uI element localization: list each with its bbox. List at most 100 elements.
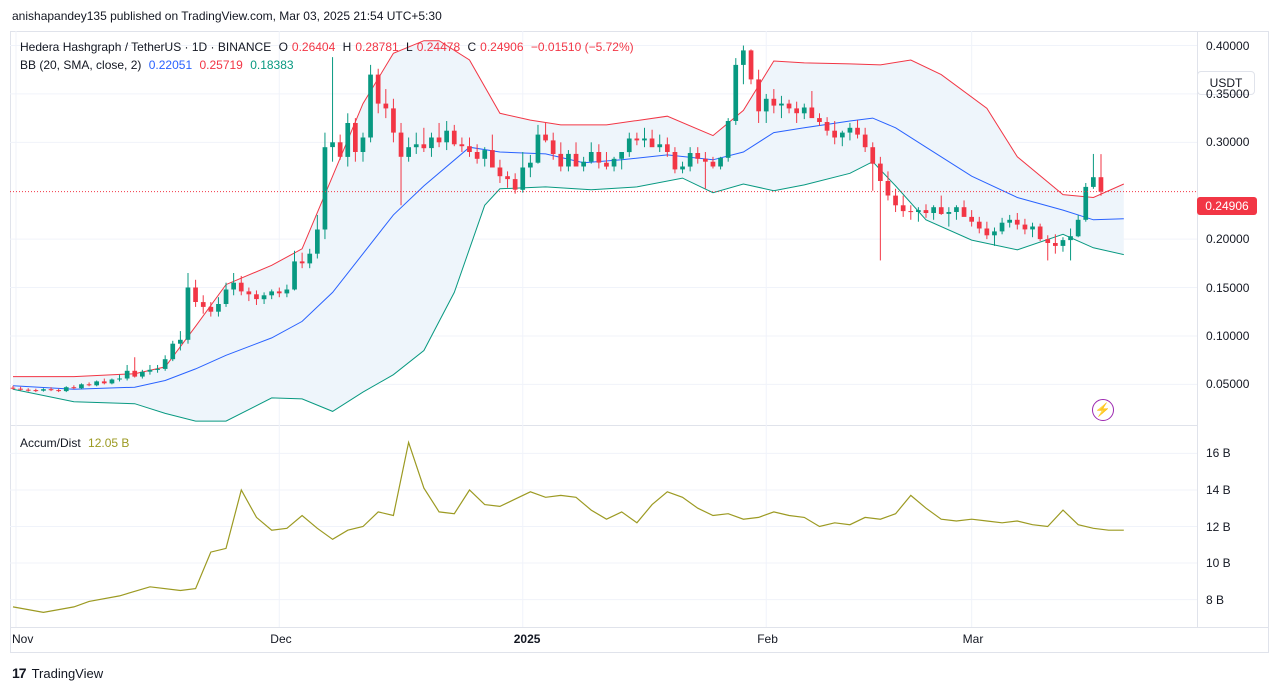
candle-body — [695, 153, 701, 159]
candle-body — [459, 144, 465, 147]
candle — [611, 156, 617, 172]
candle — [992, 227, 997, 246]
candle-body — [741, 50, 746, 65]
candle-body — [1014, 219, 1020, 225]
candle-body — [315, 229, 320, 254]
candle — [725, 118, 731, 162]
candle — [976, 216, 982, 234]
ad-legend[interactable]: Accum/Dist 12.05 B — [20, 436, 133, 450]
candle-body — [581, 161, 586, 167]
candle-body — [79, 384, 84, 389]
candle — [337, 134, 343, 160]
ad-axis-label: 16 B — [1206, 446, 1231, 461]
bb-basis-value: 0.22051 — [148, 58, 193, 72]
candle-body — [771, 98, 777, 106]
footer-branding[interactable]: 17 TradingView — [12, 665, 103, 681]
candle — [961, 200, 967, 217]
open-label: O — [278, 40, 288, 54]
candle-body — [649, 138, 655, 148]
candle-body — [1022, 224, 1028, 230]
candle — [421, 127, 427, 153]
candle-body — [162, 359, 168, 369]
candle-body — [672, 152, 678, 170]
candle — [984, 221, 990, 240]
candle — [543, 122, 548, 143]
candle — [63, 386, 69, 393]
candle — [938, 195, 944, 215]
candle-body — [413, 144, 419, 148]
candle — [360, 132, 366, 162]
symbol-legend[interactable]: Hedera Hashgraph / TetherUS · 1D · BINAN… — [20, 40, 638, 54]
candle — [1030, 222, 1035, 238]
ad-series-line — [12, 440, 1124, 614]
candle-body — [451, 130, 457, 145]
candle — [550, 132, 556, 160]
candle-body — [436, 137, 442, 143]
candle — [619, 152, 624, 170]
candle — [573, 142, 579, 167]
candle-body — [680, 166, 685, 170]
candle-body — [307, 253, 313, 264]
candle-body — [1060, 240, 1066, 246]
candle — [900, 195, 906, 217]
candle — [733, 58, 739, 125]
candle — [482, 147, 488, 167]
candle-body — [33, 390, 39, 392]
candle — [101, 378, 107, 385]
candle — [649, 129, 655, 148]
candle — [132, 357, 138, 378]
candle-body — [824, 122, 830, 131]
candle — [474, 144, 480, 164]
candle-body — [817, 118, 822, 122]
candle — [999, 217, 1005, 235]
time-axis-label: Dec — [270, 632, 292, 646]
candle — [535, 124, 541, 164]
candle-body — [550, 140, 556, 154]
candle-body — [444, 130, 449, 143]
ad-axis-label: 12 B — [1206, 519, 1231, 534]
candle-body — [999, 222, 1005, 232]
candle-body — [284, 289, 290, 294]
candle-body — [626, 138, 632, 153]
last-price-tag: 0.24906 — [1197, 197, 1257, 215]
candle-body — [223, 289, 229, 304]
candle-body — [969, 216, 974, 222]
bb-upper-value: 0.25719 — [199, 58, 243, 72]
candle-body — [794, 108, 799, 114]
candle-body — [467, 146, 472, 152]
candle-body — [276, 291, 282, 294]
candle-body — [178, 339, 183, 344]
bb-legend[interactable]: BB (20, SMA, close, 2) 0.22051 0.25719 0… — [20, 58, 298, 72]
currency-button[interactable]: USDT — [1197, 71, 1255, 95]
candle — [809, 91, 815, 119]
candle — [276, 287, 282, 298]
candle — [56, 388, 61, 393]
candle — [429, 132, 434, 157]
candle — [1068, 228, 1073, 261]
candle — [71, 385, 77, 390]
candle-body — [490, 150, 495, 168]
candle-body — [984, 228, 990, 236]
pane-separator[interactable] — [10, 425, 1197, 426]
symbol-title[interactable]: Hedera Hashgraph / TetherUS · 1D · BINAN… — [20, 40, 272, 54]
lightning-bolt-icon[interactable]: ⚡ — [1092, 399, 1114, 421]
candle-body — [391, 108, 396, 133]
candle-body — [703, 158, 708, 162]
candle-body — [345, 123, 351, 157]
candle-body — [383, 103, 389, 109]
candle — [786, 99, 792, 114]
candle-body — [1037, 226, 1043, 240]
bb-label[interactable]: BB (20, SMA, close, 2) — [20, 58, 142, 72]
candle — [687, 147, 693, 172]
candle-body — [63, 387, 69, 392]
candle-body — [710, 161, 716, 167]
ad-label[interactable]: Accum/Dist — [20, 436, 81, 450]
candle-body — [474, 152, 480, 159]
candle-body — [878, 163, 883, 181]
candle — [581, 156, 586, 172]
candle-body — [246, 291, 252, 295]
candle-body — [375, 74, 381, 104]
candle-body — [56, 390, 61, 392]
candle-body — [855, 127, 860, 135]
